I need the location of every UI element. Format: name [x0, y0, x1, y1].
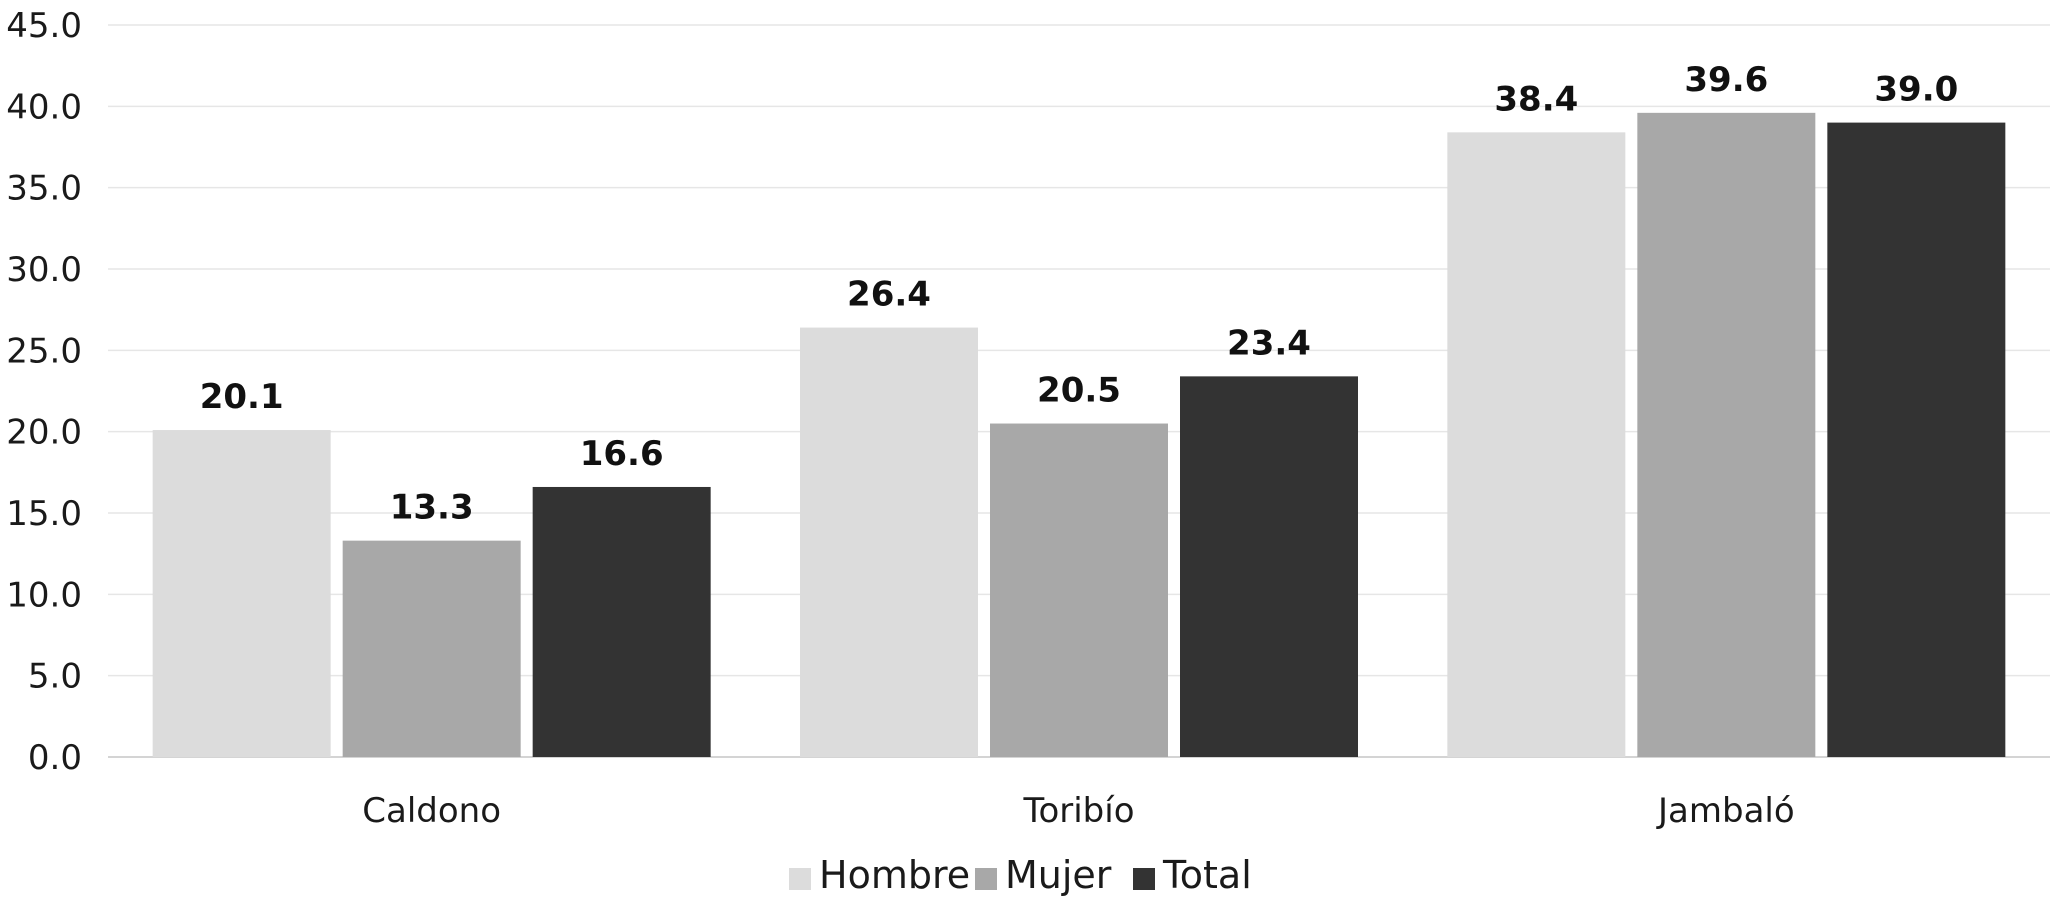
bar-total-2	[1827, 122, 2006, 758]
bars	[152, 112, 2006, 758]
x-axis-categories: Caldono Toribío Jambaló	[362, 791, 1794, 831]
bar-hombre-2	[1447, 132, 1626, 758]
data-label: 38.4	[1494, 79, 1578, 119]
legend-label-mujer[interactable]: Mujer	[1005, 853, 1112, 897]
bar-total-1	[1180, 376, 1358, 757]
data-label: 26.4	[847, 275, 931, 315]
bar-hombre-0	[152, 430, 331, 757]
data-label: 23.4	[1227, 323, 1311, 363]
legend-label-hombre[interactable]: Hombre	[819, 853, 970, 897]
bar-mujer-1	[990, 423, 1168, 757]
legend[interactable]: Hombre Mujer Total	[789, 853, 1252, 897]
y-tick-label: 15.0	[6, 494, 82, 534]
bar-hombre-1	[800, 327, 978, 757]
bar-mujer-0	[342, 540, 521, 757]
y-tick-label: 25.0	[6, 331, 82, 371]
legend-swatch-mujer	[975, 868, 997, 890]
x-category-label: Caldono	[362, 791, 501, 831]
y-tick-label: 20.0	[6, 413, 82, 453]
y-axis: 0.0 5.0 10.0 15.0 20.0 25.0 30.0 35.0 40.0 45.0	[6, 6, 2050, 778]
y-tick-label: 5.0	[28, 657, 82, 697]
y-tick-label: 35.0	[6, 169, 82, 209]
x-category-label: Jambaló	[1656, 791, 1795, 831]
legend-label-total[interactable]: Total	[1162, 853, 1252, 897]
data-label: 13.3	[390, 488, 474, 528]
legend-swatch-total	[1133, 868, 1155, 890]
data-labels: 20.1 13.3 16.6 26.4 20.5 23.4 38.4 39.6 39.0	[200, 60, 1959, 528]
x-category-label: Toribío	[1022, 791, 1134, 831]
legend-swatch-hombre	[789, 868, 811, 890]
data-label: 20.1	[200, 377, 284, 417]
bar-total-0	[532, 486, 711, 757]
data-label: 39.0	[1874, 70, 1958, 110]
data-label: 39.6	[1684, 60, 1768, 100]
data-label: 20.5	[1037, 371, 1121, 411]
y-tick-label: 40.0	[6, 87, 82, 127]
y-tick-label: 0.0	[28, 738, 82, 778]
y-tick-label: 45.0	[6, 6, 82, 46]
y-tick-label: 10.0	[6, 575, 82, 615]
bar-mujer-2	[1637, 112, 1816, 758]
data-label: 16.6	[580, 434, 664, 474]
y-tick-label: 30.0	[6, 250, 82, 290]
